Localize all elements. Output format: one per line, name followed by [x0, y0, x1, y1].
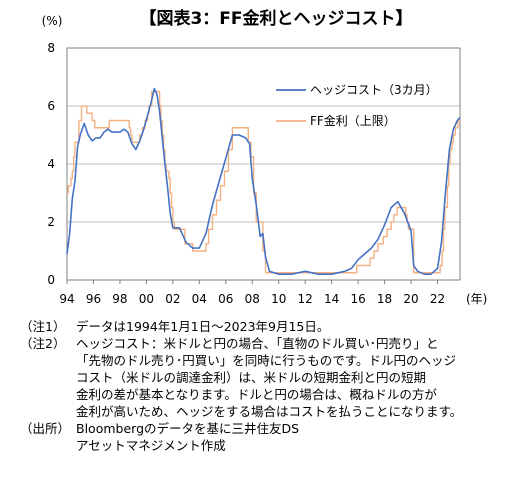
- y-tick-label: 6: [47, 99, 55, 113]
- footnote-row: （出所） Bloombergのデータを基に三井住友DS アセットマネジメント作成: [20, 420, 506, 454]
- x-tick-label: 08: [245, 292, 260, 306]
- x-tick-label: 00: [139, 292, 154, 306]
- footnote-line: Bloombergのデータを基に三井住友DS: [76, 421, 300, 436]
- footnotes: （注1） データは1994年1月1日～2023年9月15日。 （注2） ヘッジコスト：…: [20, 318, 506, 454]
- series-line-hedge-cost: [66, 87, 461, 275]
- y-tick-label: 0: [47, 273, 55, 287]
- x-tick-label: 14: [324, 292, 339, 306]
- footnote-tag: （出所）: [20, 421, 71, 436]
- grid: [67, 105, 460, 223]
- x-tick-label: 16: [350, 292, 365, 306]
- footnote-tag: （注1）: [20, 319, 66, 334]
- x-tick-label: 98: [112, 292, 127, 306]
- x-tick-label: 94: [59, 292, 74, 306]
- y-tick-label: 4: [47, 157, 55, 171]
- x-tick-label: 02: [165, 292, 180, 306]
- footnote-text: データは1994年1月1日～2023年9月15日。: [76, 318, 506, 335]
- footnote-line: 金利が高いため、ヘッジをする場合はコストを払うことになります。: [76, 404, 463, 419]
- footnote-line: 金利の差が基本となります。ドルと円の場合は、概ねドルの方が: [76, 387, 437, 402]
- footnote-line: ヘッジコスト：米ドルと円の場合、「直物のドル買い･円売り」と: [76, 336, 439, 351]
- footnote-text: ヘッジコスト：米ドルと円の場合、「直物のドル買い･円売り」と「先物のドル売り･円…: [76, 335, 506, 420]
- x-tick-label: 20: [403, 292, 418, 306]
- x-tick-label: 04: [192, 292, 207, 306]
- footnote-row: （注1） データは1994年1月1日～2023年9月15日。: [20, 318, 506, 335]
- y-axis-unit-label: (%): [42, 14, 63, 28]
- x-tick-label: 06: [218, 292, 233, 306]
- x-tick-label: 22: [430, 292, 445, 306]
- footnote-line: 「先物のドル売り･円買い」を同時に行うものです。ドル円のヘッジ: [76, 353, 457, 368]
- series: [66, 87, 461, 275]
- footnote-row: （注2） ヘッジコスト：米ドルと円の場合、「直物のドル買い･円売り」と「先物のドル…: [20, 335, 506, 420]
- footnote-tag: （注2）: [20, 336, 66, 351]
- legend-label: FF金利（上限）: [310, 113, 396, 128]
- footnote-line: アセットマネジメント作成: [76, 438, 226, 453]
- chart-title: 【図表3：FF金利とヘッジコスト】: [139, 8, 412, 29]
- legend-label: ヘッジコスト（3カ月）: [310, 83, 438, 97]
- y-tick-label: 8: [47, 41, 55, 55]
- x-axis-unit-label: (年): [466, 292, 487, 306]
- footnote-line: コスト（米ドルの調達金利）は、米ドルの短期金利と円の短期: [76, 370, 427, 385]
- x-tick-label: 96: [86, 292, 101, 306]
- footnote-line: データは1994年1月1日～2023年9月15日。: [76, 319, 330, 334]
- legend: ヘッジコスト（3カ月） FF金利（上限）: [276, 83, 438, 128]
- footnote-text: Bloombergのデータを基に三井住友DS アセットマネジメント作成: [76, 420, 506, 454]
- series-line-ff-rate: [67, 90, 460, 274]
- x-tick-label: 18: [377, 292, 392, 306]
- x-tick-label: 10: [271, 292, 286, 306]
- plot-area-frame: [66, 47, 461, 281]
- y-tick-label: 2: [47, 215, 55, 229]
- x-tick-label: 12: [298, 292, 313, 306]
